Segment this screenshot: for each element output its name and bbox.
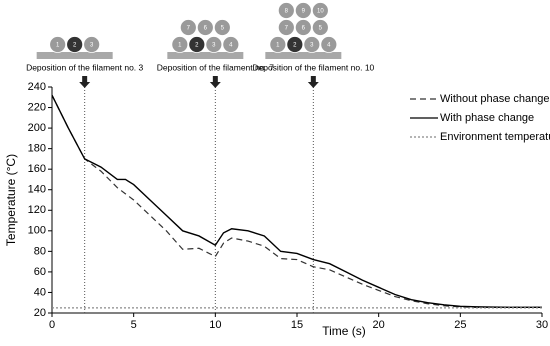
filament-base (265, 52, 342, 59)
filament-label: 3 (212, 43, 216, 49)
y-tick-label: 200 (28, 122, 46, 134)
annotation-label: Deposition of the filament no. 3 (26, 62, 143, 72)
filament-label: 2 (293, 43, 297, 49)
filament (286, 36, 304, 53)
filament-label: 1 (56, 43, 60, 49)
y-tick-label: 220 (28, 101, 46, 113)
filament (213, 19, 231, 36)
x-axis-label: Time (s) (322, 324, 366, 338)
filament-label: 1 (276, 43, 280, 49)
x-tick-label: 20 (373, 319, 385, 331)
y-tick-label: 100 (28, 225, 46, 237)
x-tick-label: 10 (209, 319, 221, 331)
filament-label: 6 (204, 26, 208, 32)
filament-label: 8 (285, 9, 289, 15)
filament (294, 2, 312, 19)
filament-label: 10 (317, 9, 324, 15)
filament-label: 9 (302, 9, 306, 15)
arrow (307, 76, 319, 88)
filament (205, 36, 223, 53)
y-tick-label: 180 (28, 143, 46, 155)
arrow (209, 76, 221, 88)
y-tick-label: 80 (34, 245, 46, 257)
filament (83, 36, 101, 53)
filament-label: 7 (187, 26, 191, 32)
legend-label: Environment temperature (440, 131, 550, 143)
filament-label: 7 (285, 26, 289, 32)
x-tick-label: 15 (291, 319, 303, 331)
filament (188, 36, 206, 53)
filament (303, 36, 321, 53)
y-tick-label: 20 (34, 307, 46, 319)
filament (179, 19, 197, 36)
filament (49, 36, 67, 53)
arrow (79, 76, 91, 88)
filament-label: 1 (178, 43, 182, 49)
filament (196, 19, 214, 36)
filament-base (167, 52, 244, 59)
series-line (51, 94, 542, 309)
legend-label: Without phase change (440, 93, 549, 105)
y-tick-label: 60 (34, 266, 46, 278)
legend-label: With phase change (440, 112, 534, 124)
series-line (51, 94, 542, 308)
annotation-label: Deposition of the filament no. 10 (252, 62, 374, 72)
filament (311, 19, 329, 36)
annotation-label: Deposition of the filament no. 7 (157, 62, 274, 72)
filament (277, 2, 295, 19)
y-tick-label: 120 (28, 204, 46, 216)
filament-label: 3 (90, 43, 94, 49)
y-tick-label: 140 (28, 184, 46, 196)
x-tick-label: 25 (454, 319, 466, 331)
filament-label: 6 (302, 26, 306, 32)
x-tick-label: 0 (49, 319, 55, 331)
filament-base (36, 52, 113, 59)
filament-label: 4 (327, 43, 331, 49)
x-tick-label: 30 (536, 319, 548, 331)
filament (222, 36, 240, 53)
filament (294, 19, 312, 36)
filament (320, 36, 338, 53)
filament (277, 19, 295, 36)
filament-label: 5 (221, 26, 225, 32)
y-axis-label: Temperature (°C) (4, 154, 18, 246)
filament (269, 36, 287, 53)
filament-label: 5 (319, 26, 323, 32)
y-tick-label: 160 (28, 163, 46, 175)
filament (66, 36, 84, 53)
y-tick-label: 40 (34, 286, 46, 298)
filament-label: 3 (310, 43, 314, 49)
x-tick-label: 5 (131, 319, 137, 331)
filament-label: 2 (195, 43, 199, 49)
filament-label: 4 (229, 43, 233, 49)
filament (171, 36, 189, 53)
filament (311, 2, 329, 19)
filament-label: 2 (73, 43, 77, 49)
y-tick-label: 240 (28, 81, 46, 93)
